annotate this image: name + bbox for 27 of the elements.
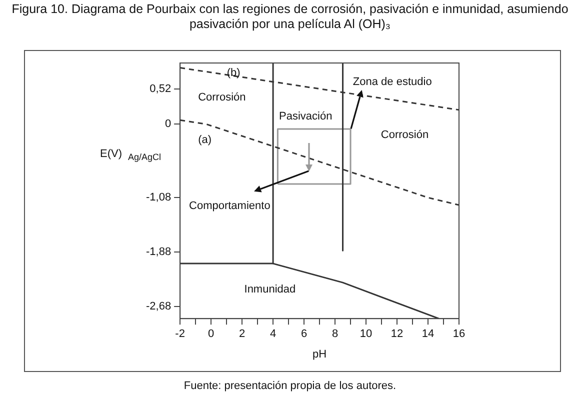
x-tick-label: 4 xyxy=(270,328,276,340)
x-tick-label: 8 xyxy=(332,328,338,340)
y-tick-label: 0,52 xyxy=(150,82,172,95)
annotation: Corrosión xyxy=(198,92,246,104)
annotation: Comportamiento xyxy=(188,200,270,212)
annotation: Pasivación xyxy=(278,110,332,123)
x-tick-label: 6 xyxy=(300,328,308,340)
x-tick-label: 14 xyxy=(422,328,434,340)
x-tick-label: 10 xyxy=(360,328,372,340)
y-axis-title: E(V)$_{Ag/AgCl}$ xyxy=(100,148,162,162)
y-tick-label: -2,68 xyxy=(146,300,172,312)
y-tick-label: -1,08 xyxy=(146,192,172,204)
y-tick-label: -1,88 xyxy=(146,246,172,258)
x-tick-label: 0 xyxy=(208,328,214,340)
annotation: (b) xyxy=(226,67,240,80)
x-tick-label: 2 xyxy=(238,328,246,340)
chart-title: Figura 10. Diagrama de Pourbaix con las regiones de corrosión, pasivación e inmunidad, asumiendo pasivación por una película Al (OH)₃ xyxy=(10,2,570,32)
annotation: Corrosión xyxy=(380,129,429,142)
annotation: Zona de estudio xyxy=(352,76,432,88)
source-note: Fuente: presentación propia de los autores. xyxy=(182,380,398,392)
annotation: (a) xyxy=(198,134,212,146)
x-tick-label: 12 xyxy=(390,328,404,340)
x-axis-title: pH xyxy=(312,348,327,360)
annotation: Inmunidad xyxy=(244,283,296,296)
x-tick-label: 16 xyxy=(452,328,466,340)
y-tick-label: 0 xyxy=(164,118,172,130)
x-tick-label: -2 xyxy=(175,328,185,340)
